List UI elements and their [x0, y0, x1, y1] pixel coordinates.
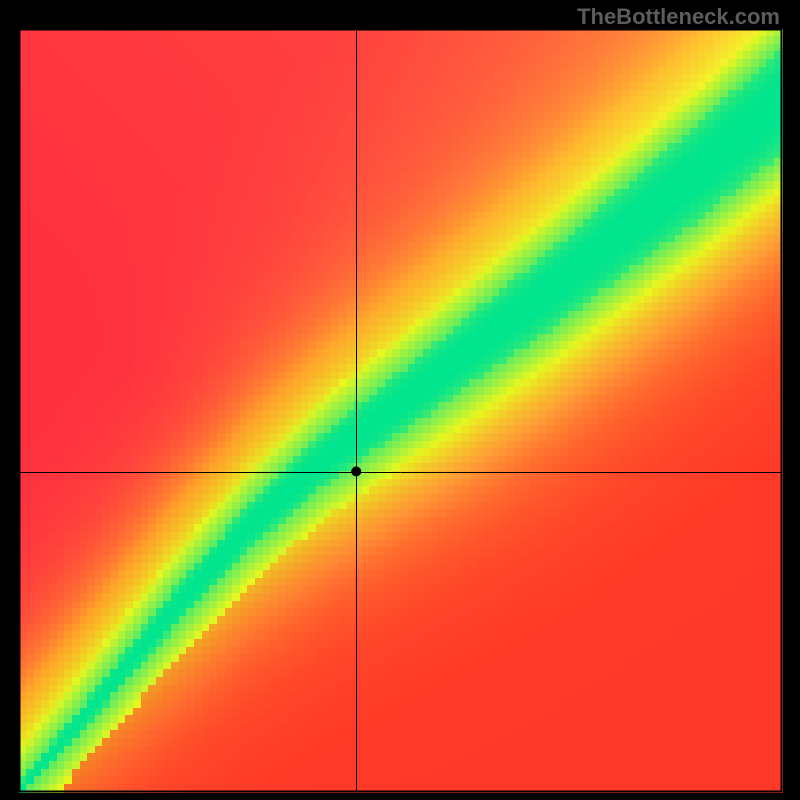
- chart-container: TheBottleneck.com: [0, 0, 800, 800]
- watermark-text: TheBottleneck.com: [577, 4, 780, 30]
- heatmap-canvas: [0, 0, 800, 800]
